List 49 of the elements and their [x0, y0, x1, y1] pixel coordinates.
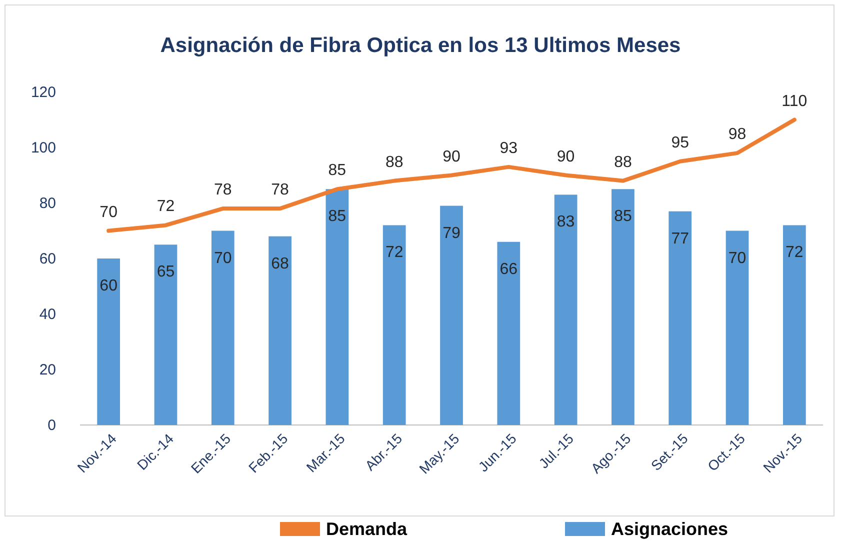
- data-label: 95: [671, 134, 690, 152]
- bar: [211, 230, 234, 425]
- data-label: 90: [442, 148, 460, 166]
- bar: [554, 194, 578, 425]
- legend-label: Asignaciones: [611, 519, 728, 539]
- y-tick-label: 20: [39, 361, 56, 378]
- bar: [612, 189, 634, 425]
- y-tick-label: 60: [39, 250, 56, 268]
- bar: [668, 211, 692, 425]
- data-label: 85: [328, 208, 346, 226]
- data-label: 85: [328, 162, 346, 180]
- data-label: 78: [214, 182, 232, 199]
- legend-label: Demanda: [326, 519, 408, 539]
- bar: [726, 230, 749, 425]
- data-label: 72: [385, 244, 404, 262]
- data-label: 98: [728, 126, 746, 144]
- bar: [268, 236, 292, 425]
- bar: [382, 225, 406, 425]
- data-label: 66: [500, 260, 518, 278]
- data-label: 90: [556, 148, 575, 166]
- data-label: 85: [614, 208, 632, 226]
- bar: [440, 206, 463, 425]
- bar: [782, 225, 806, 425]
- data-label: 70: [728, 250, 746, 267]
- y-tick-label: 40: [39, 306, 56, 323]
- y-tick-label: 120: [30, 84, 56, 101]
- data-label: 68: [271, 255, 290, 272]
- data-label: 93: [500, 140, 518, 157]
- data-label: 60: [100, 278, 118, 294]
- data-label: 72: [786, 244, 804, 262]
- data-label: 88: [614, 154, 632, 171]
- data-label: 88: [385, 154, 404, 171]
- bar: [154, 244, 178, 425]
- data-label: 72: [156, 198, 175, 216]
- y-tick-label: 100: [30, 139, 56, 156]
- chart-title: Asignación de Fibra Optica en los 13 Ultimos Meses: [160, 34, 681, 57]
- y-tick-label: 0: [48, 416, 56, 434]
- data-label: 110: [782, 92, 808, 110]
- y-tick-label: 80: [39, 194, 56, 212]
- data-label: 70: [100, 204, 118, 221]
- data-label: 78: [271, 182, 290, 199]
- bar: [326, 189, 349, 425]
- data-label: 65: [156, 264, 175, 281]
- data-label: 83: [556, 214, 575, 231]
- data-label: 77: [671, 230, 690, 248]
- data-label: 70: [214, 250, 232, 267]
- data-label: 79: [442, 224, 460, 242]
- bar: [497, 242, 520, 425]
- bar: [97, 258, 120, 425]
